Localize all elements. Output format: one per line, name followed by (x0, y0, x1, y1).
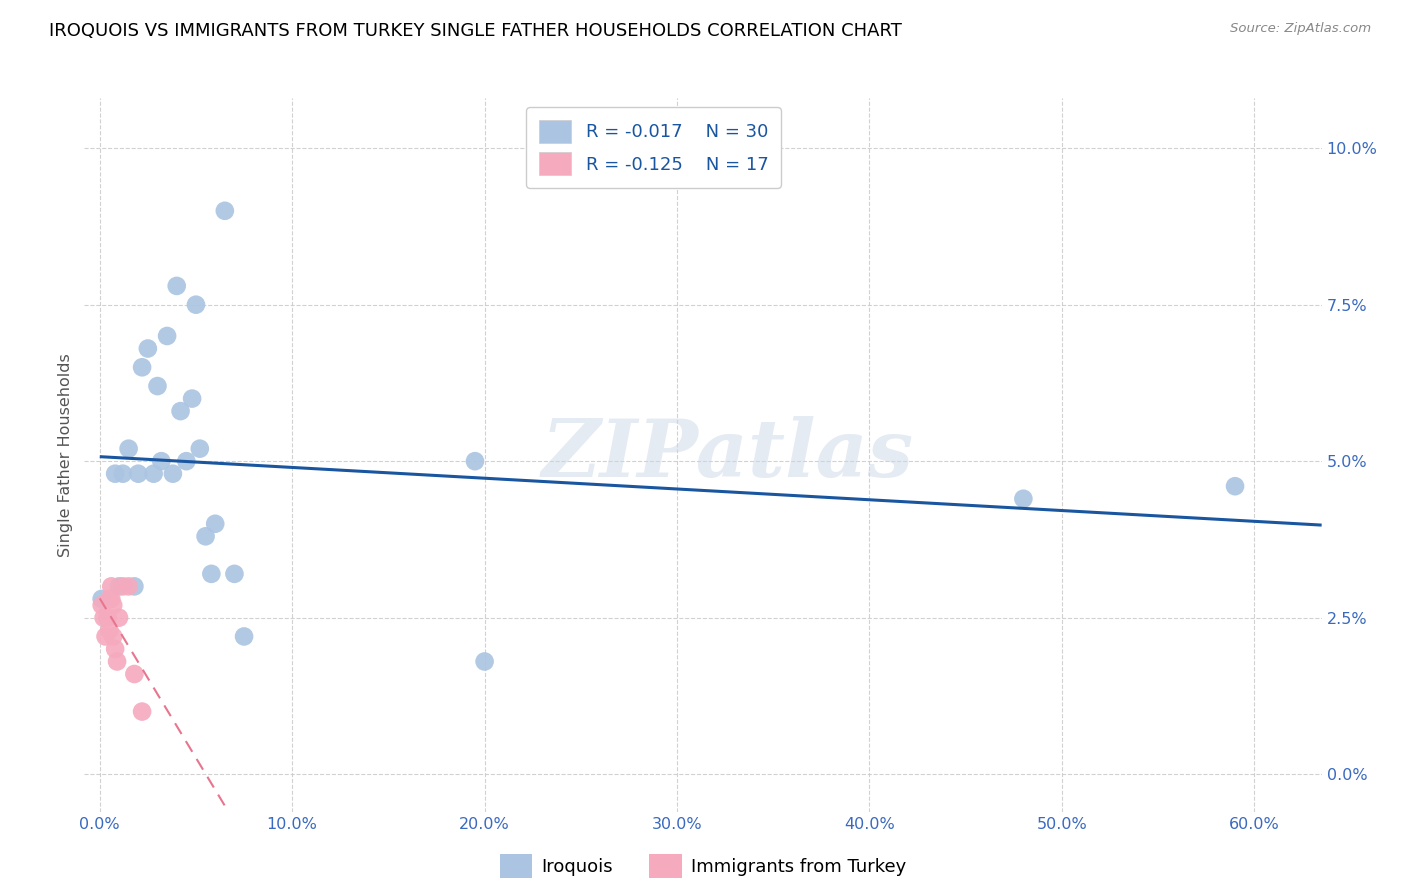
Point (104, 467, 127, 481)
Point (464, 454, 486, 468)
Legend: Iroquois, Immigrants from Turkey: Iroquois, Immigrants from Turkey (492, 847, 914, 885)
Point (146, 379, 169, 393)
Point (93, 610, 115, 624)
Text: Source: ZipAtlas.com: Source: ZipAtlas.com (1230, 22, 1371, 36)
Point (150, 454, 173, 468)
Text: IROQUOIS VS IMMIGRANTS FROM TURKEY SINGLE FATHER HOUSEHOLDS CORRELATION CHART: IROQUOIS VS IMMIGRANTS FROM TURKEY SINGL… (49, 22, 903, 40)
Text: ZIPatlas: ZIPatlas (541, 417, 914, 493)
Point (108, 579, 131, 593)
Point (204, 516, 226, 531)
Point (98, 591, 121, 606)
Point (117, 579, 139, 593)
Point (90, 598, 112, 612)
Point (169, 404, 191, 418)
Point (94, 630, 117, 644)
Point (1223, 479, 1246, 493)
Point (104, 642, 127, 657)
Point (111, 467, 134, 481)
Point (103, 630, 125, 644)
Point (117, 442, 139, 456)
Point (176, 454, 198, 468)
Point (181, 392, 204, 406)
Point (474, 655, 496, 669)
Point (136, 342, 159, 356)
Point (166, 279, 188, 293)
Point (108, 610, 131, 624)
Point (224, 566, 246, 581)
Point (188, 442, 211, 456)
Point (156, 329, 179, 343)
Point (127, 467, 149, 481)
Point (131, 360, 153, 375)
Point (90, 591, 112, 606)
Point (105, 655, 128, 669)
Point (96, 610, 118, 624)
Point (103, 598, 125, 612)
Point (194, 529, 217, 543)
Point (100, 591, 122, 606)
Point (200, 566, 222, 581)
Point (131, 705, 153, 719)
Point (142, 467, 165, 481)
Point (124, 579, 146, 593)
Point (1012, 491, 1035, 506)
Point (214, 203, 236, 218)
Point (162, 467, 184, 481)
Point (233, 630, 256, 644)
Point (184, 298, 207, 312)
Point (124, 667, 146, 681)
Point (98, 623, 121, 637)
Point (111, 579, 134, 593)
Y-axis label: Single Father Households: Single Father Households (58, 353, 73, 557)
Point (100, 579, 122, 593)
